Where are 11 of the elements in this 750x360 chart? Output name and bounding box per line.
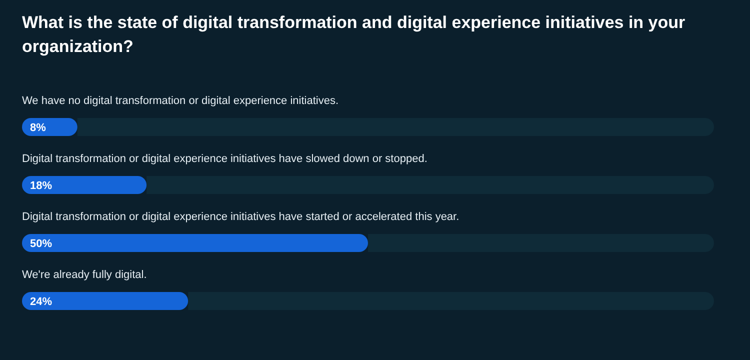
bar xyxy=(22,292,188,310)
chart-title: What is the state of digital transformation and digital experience initiatives in your organization? xyxy=(22,13,686,56)
y-tick-label: Digital transformation or digital experience initiatives have started or accelerated this year. xyxy=(22,211,460,223)
bar xyxy=(22,176,147,194)
data-label: 24% xyxy=(30,296,52,308)
y-tick-label: We're already fully digital. xyxy=(22,269,147,281)
data-label: 50% xyxy=(30,238,52,250)
y-tick-label: We have no digital transformation or digital experience initiatives. xyxy=(22,95,339,107)
y-tick-label: Digital transformation or digital experience initiatives have slowed down or stopped. xyxy=(22,153,428,165)
data-label: 18% xyxy=(30,180,52,192)
data-label: 8% xyxy=(30,122,46,134)
